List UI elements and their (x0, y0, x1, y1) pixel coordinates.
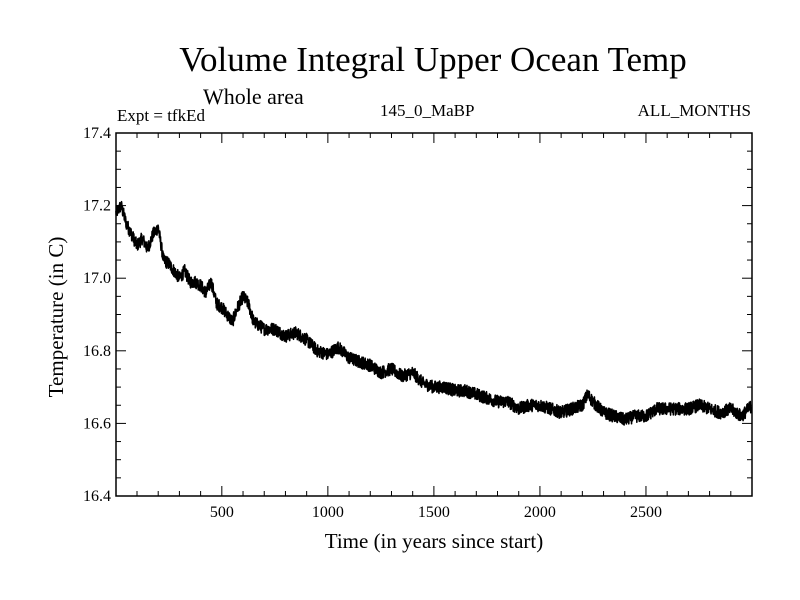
chart-title: Volume Integral Upper Ocean Temp (179, 40, 687, 79)
y-tick-label: 16.8 (83, 343, 111, 360)
experiment-label: Expt = tfkEd (117, 106, 205, 125)
axis-ticks (116, 132, 752, 497)
tick-labels: 500 1000 1500 2000 2500 16.4 16.6 16.8 17.0 17.2 1… (83, 125, 662, 521)
x-tick-label: 1000 (312, 504, 344, 521)
x-tick-label: 500 (210, 504, 234, 521)
y-tick-label: 17.0 (83, 270, 111, 287)
y-tick-label: 17.2 (83, 198, 111, 215)
x-tick-label: 2500 (630, 504, 662, 521)
period-label: 145_0_MaBP (380, 101, 475, 120)
months-label: ALL_MONTHS (637, 101, 751, 120)
plot-frame (115, 132, 753, 497)
y-tick-label: 16.6 (83, 415, 111, 432)
series-layer (115, 200, 753, 426)
y-tick-label: 17.4 (83, 125, 111, 142)
y-axis-label: Temperature (in C) (44, 237, 68, 398)
x-axis-label: Time (in years since start) (325, 529, 544, 553)
x-tick-label: 2000 (524, 504, 556, 521)
chart-subtitle: Whole area (203, 84, 304, 109)
x-tick-label: 1500 (418, 504, 450, 521)
temperature-series-line (115, 200, 753, 426)
y-tick-label: 16.4 (83, 488, 111, 505)
